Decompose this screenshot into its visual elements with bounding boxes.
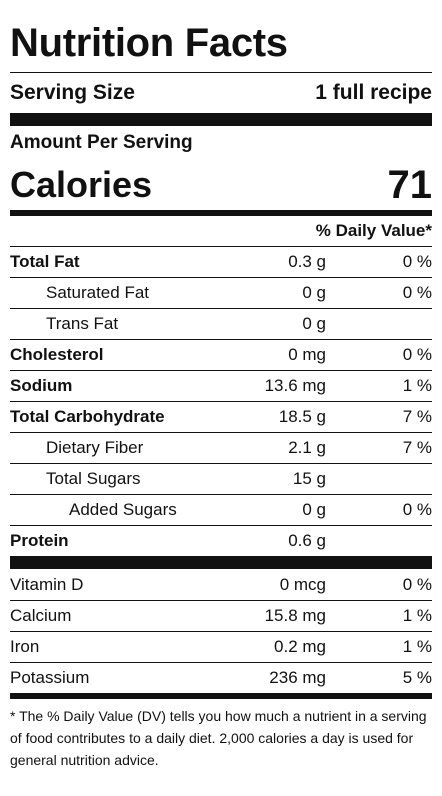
- serving-size-label: Serving Size: [10, 81, 135, 104]
- nutrient-name: Added Sugars: [69, 500, 177, 519]
- vitamin-row-potassium: Potassium 236 mg 5 %: [10, 662, 432, 693]
- divider-thick: [10, 113, 432, 126]
- calories-row: Calories 71: [10, 160, 432, 210]
- panel-title: Nutrition Facts: [10, 21, 288, 65]
- nutrient-dv: 0 %: [402, 345, 432, 364]
- vitamin-list: Vitamin D 0 mcg 0 % Calcium 15.8 mg 1 % …: [10, 569, 432, 693]
- nutrient-dv: 7 %: [402, 407, 432, 426]
- vitamin-amount: 0.2 mg: [274, 637, 326, 656]
- divider-medium: [10, 210, 432, 216]
- amount-per-serving: Amount Per Serving: [10, 132, 193, 153]
- vitamin-amount: 15.8 mg: [264, 606, 326, 625]
- nutrient-row-trans-fat: Trans Fat 0 g: [10, 308, 432, 339]
- nutrient-row-sodium: Sodium 13.6 mg 1 %: [10, 370, 432, 401]
- nutrient-name: Total Carbohydrate: [10, 407, 165, 426]
- nutrient-row-total-sugars: Total Sugars 15 g: [10, 463, 432, 494]
- nutrient-amount: 2.1 g: [288, 438, 326, 457]
- daily-value-header: % Daily Value*: [315, 221, 432, 240]
- nutrient-dv: 0 %: [402, 283, 432, 302]
- nutrition-facts-panel: Nutrition Facts Serving Size 1 full reci…: [10, 0, 432, 771]
- serving-size-value: 1 full recipe: [315, 81, 432, 104]
- nutrient-name: Total Fat: [10, 252, 80, 271]
- vitamin-name: Calcium: [10, 606, 72, 625]
- vitamin-name: Potassium: [10, 668, 90, 687]
- serving-size-row: Serving Size 1 full recipe: [10, 73, 432, 113]
- nutrient-row-cholesterol: Cholesterol 0 mg 0 %: [10, 339, 432, 370]
- footnote: * The % Daily Value (DV) tells you how m…: [10, 708, 427, 768]
- vitamin-name: Iron: [10, 637, 40, 656]
- nutrient-amount: 0.6 g: [288, 531, 326, 550]
- vitamin-name: Vitamin D: [10, 574, 84, 594]
- nutrient-row-dietary-fiber: Dietary Fiber 2.1 g 7 %: [10, 432, 432, 463]
- nutrient-amount: 0 mg: [288, 345, 326, 364]
- nutrient-amount: 13.6 mg: [264, 376, 326, 395]
- nutrient-amount: 0 g: [302, 314, 326, 333]
- nutrient-row-total-fat: Total Fat 0.3 g 0 %: [10, 246, 432, 277]
- nutrient-amount: 0 g: [302, 283, 326, 302]
- vitamin-row-calcium: Calcium 15.8 mg 1 %: [10, 600, 432, 631]
- nutrient-amount: 15 g: [292, 469, 326, 488]
- nutrient-row-saturated-fat: Saturated Fat 0 g 0 %: [10, 277, 432, 308]
- nutrient-amount: 0 g: [302, 500, 326, 519]
- vitamin-row-iron: Iron 0.2 mg 1 %: [10, 631, 432, 662]
- vitamin-dv: 1 %: [402, 637, 432, 656]
- nutrient-name: Saturated Fat: [46, 283, 150, 302]
- nutrient-name: Cholesterol: [10, 345, 104, 364]
- nutrient-dv: 1 %: [402, 376, 432, 395]
- nutrient-dv: 0 %: [402, 500, 432, 519]
- nutrient-amount: 18.5 g: [278, 407, 326, 426]
- nutrient-dv: 7 %: [402, 438, 432, 457]
- divider-medium: [10, 693, 432, 699]
- nutrient-name: Total Sugars: [46, 469, 141, 488]
- vitamin-dv: 1 %: [402, 606, 432, 625]
- calories-value: 71: [387, 163, 433, 207]
- vitamin-row-vitamin-d: Vitamin D 0 mcg 0 %: [10, 569, 432, 600]
- nutrient-dv: 0 %: [402, 252, 432, 271]
- nutrient-amount: 0.3 g: [288, 252, 326, 271]
- vitamin-dv: 5 %: [402, 668, 432, 687]
- divider-thin: [10, 72, 432, 73]
- nutrient-list: Total Fat 0.3 g 0 % Saturated Fat 0 g 0 …: [10, 246, 432, 556]
- vitamin-amount: 236 mg: [269, 668, 326, 687]
- nutrient-name: Protein: [10, 531, 69, 550]
- calories-label: Calories: [10, 164, 153, 205]
- vitamin-dv: 0 %: [402, 574, 432, 594]
- nutrient-name: Dietary Fiber: [46, 438, 144, 457]
- vitamin-amount: 0 mcg: [279, 574, 326, 594]
- nutrient-row-protein: Protein 0.6 g: [10, 525, 432, 556]
- divider-thick: [10, 556, 432, 569]
- nutrient-name: Trans Fat: [46, 314, 119, 333]
- nutrient-row-added-sugars: Added Sugars 0 g 0 %: [10, 494, 432, 525]
- nutrient-row-total-carbohydrate: Total Carbohydrate 18.5 g 7 %: [10, 401, 432, 432]
- nutrient-name: Sodium: [10, 376, 73, 395]
